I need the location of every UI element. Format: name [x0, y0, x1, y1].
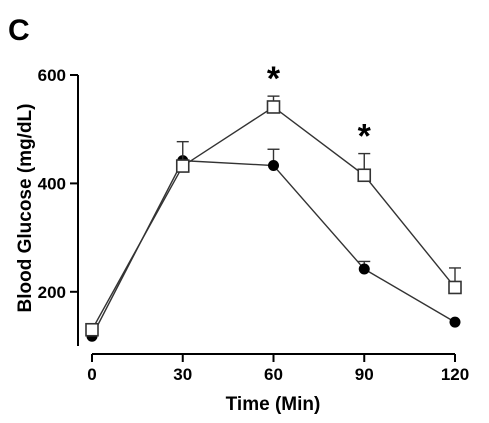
x-tick-label: 90 [355, 365, 374, 384]
data-point-square [448, 280, 462, 295]
y-tick-label: 600 [38, 66, 66, 85]
x-tick-label: 30 [173, 365, 192, 384]
significance-asterisk: * [358, 118, 372, 156]
panel-label: C [8, 14, 30, 47]
axes: 200 400 600 0 30 60 90 120 [38, 66, 470, 384]
data-point-circle [358, 263, 370, 275]
y-tick-label: 200 [38, 283, 66, 302]
significance-asterisk: * [267, 60, 281, 98]
data-point-square [175, 159, 190, 173]
data-point-circle [449, 316, 461, 328]
x-tick-label: 60 [264, 365, 283, 384]
y-axis-title: Blood Glucose (mg/dL) [15, 104, 36, 313]
series-2 [85, 95, 462, 337]
y-tick-label: 400 [38, 174, 66, 193]
x-axis-title: Time (Min) [226, 394, 321, 415]
series-line [91, 106, 456, 331]
significance-layer: ** [267, 60, 372, 155]
series-layer [85, 95, 462, 342]
x-tick-label: 0 [87, 365, 96, 384]
data-point-square [266, 100, 281, 114]
data-point-square [357, 168, 372, 183]
series-line [91, 159, 456, 337]
x-tick-label: 120 [441, 365, 469, 384]
data-point-square [85, 322, 99, 337]
series-1 [86, 148, 461, 342]
data-point-circle [268, 160, 279, 172]
